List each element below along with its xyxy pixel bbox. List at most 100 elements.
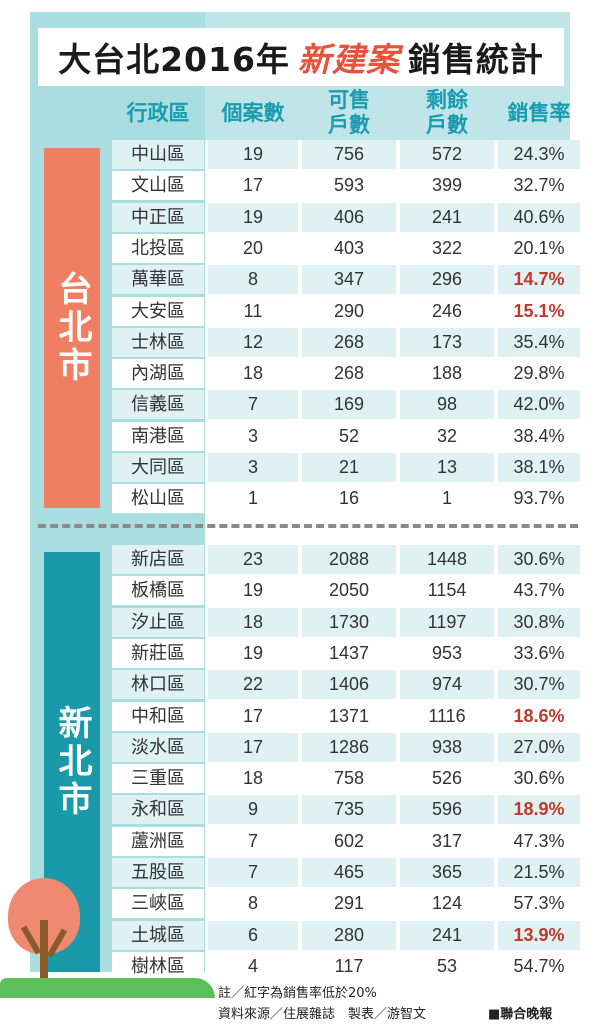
remaining-cell: 188 — [400, 359, 494, 389]
table-row: 林口區 22 1406 974 30.7% — [112, 670, 580, 701]
table-row: 信義區 7 169 98 42.0% — [112, 390, 580, 421]
rate-cell: 32.7% — [498, 171, 580, 201]
header-district: 行政區 — [126, 100, 190, 125]
remaining-cell: 1448 — [400, 545, 494, 574]
rate-cell: 35.4% — [498, 327, 580, 357]
district-cell: 五股區 — [112, 858, 204, 887]
table-row: 三峽區 8 291 124 57.3% — [112, 889, 580, 920]
count-cell: 1 — [208, 484, 298, 514]
table-row: 南港區 3 52 32 38.4% — [112, 421, 580, 453]
units-cell: 403 — [302, 233, 396, 263]
district-cell: 樹林區 — [112, 951, 204, 981]
header-units-line1: 可售 — [328, 88, 370, 112]
count-cell: 22 — [208, 670, 298, 700]
district-cell: 萬華區 — [112, 265, 204, 295]
count-cell: 18 — [208, 607, 298, 637]
remaining-cell: 938 — [400, 732, 494, 762]
count-cell: 18 — [208, 764, 298, 794]
remaining-cell: 246 — [400, 296, 494, 326]
district-cell: 南港區 — [112, 421, 204, 451]
count-cell: 11 — [208, 296, 298, 326]
units-cell: 268 — [302, 359, 396, 389]
count-cell: 17 — [208, 701, 298, 731]
units-cell: 735 — [302, 795, 396, 825]
district-cell: 信義區 — [112, 390, 204, 420]
header-left: 剩餘 戶數 — [400, 88, 494, 138]
units-cell: 758 — [302, 764, 396, 794]
count-cell: 12 — [208, 327, 298, 357]
count-cell: 23 — [208, 545, 298, 574]
district-cell: 中和區 — [112, 701, 204, 731]
count-cell: 3 — [208, 421, 298, 451]
header-units: 可售 戶數 — [302, 88, 396, 138]
count-cell: 19 — [208, 140, 298, 169]
units-cell: 1286 — [302, 732, 396, 762]
table-row: 五股區 7 465 365 21.5% — [112, 858, 580, 889]
district-cell: 土城區 — [112, 920, 204, 950]
remaining-cell: 526 — [400, 764, 494, 794]
count-cell: 20 — [208, 233, 298, 263]
table-row: 內湖區 18 268 188 29.8% — [112, 359, 580, 390]
table-row: 北投區 20 403 322 20.1% — [112, 233, 580, 265]
count-cell: 7 — [208, 826, 298, 856]
rate-cell: 21.5% — [498, 858, 580, 887]
chart-title: 大台北2016年 新建案 銷售統計 — [38, 28, 564, 86]
remaining-cell: 974 — [400, 670, 494, 700]
remaining-cell: 1197 — [400, 607, 494, 637]
units-cell: 347 — [302, 265, 396, 295]
units-cell: 1406 — [302, 670, 396, 700]
remaining-cell: 596 — [400, 795, 494, 825]
units-cell: 290 — [302, 296, 396, 326]
units-cell: 52 — [302, 421, 396, 451]
units-cell: 465 — [302, 858, 396, 887]
table-row: 中山區 19 756 572 24.3% — [112, 140, 580, 171]
table-row: 板橋區 19 2050 1154 43.7% — [112, 576, 580, 607]
district-cell: 中正區 — [112, 202, 204, 232]
publisher-label: ■聯合晚報 — [488, 1007, 553, 1022]
count-cell: 19 — [208, 202, 298, 232]
rate-cell: 33.6% — [498, 638, 580, 668]
title-before: 大台北2016年 — [58, 40, 290, 79]
remaining-cell: 365 — [400, 858, 494, 887]
remaining-cell: 1 — [400, 484, 494, 514]
count-cell: 7 — [208, 858, 298, 887]
remaining-cell: 241 — [400, 920, 494, 950]
district-cell: 松山區 — [112, 484, 204, 514]
units-cell: 602 — [302, 826, 396, 856]
district-cell: 永和區 — [112, 795, 204, 825]
district-cell: 新莊區 — [112, 638, 204, 668]
remaining-cell: 32 — [400, 421, 494, 451]
city-label-taipei: 台北市 — [44, 148, 100, 508]
units-cell: 1730 — [302, 607, 396, 637]
table-row: 中正區 19 406 241 40.6% — [112, 202, 580, 234]
rate-cell: 30.6% — [498, 545, 580, 574]
remaining-cell: 13 — [400, 453, 494, 482]
remaining-cell: 241 — [400, 202, 494, 232]
count-cell: 8 — [208, 889, 298, 919]
count-cell: 18 — [208, 359, 298, 389]
district-cell: 林口區 — [112, 670, 204, 700]
table-row: 新店區 23 2088 1448 30.6% — [112, 545, 580, 576]
count-cell: 7 — [208, 390, 298, 420]
remaining-cell: 98 — [400, 390, 494, 420]
rate-cell: 18.6% — [498, 701, 580, 731]
units-cell: 1371 — [302, 701, 396, 731]
table-row: 萬華區 8 347 296 14.7% — [112, 265, 580, 296]
count-cell: 9 — [208, 795, 298, 825]
remaining-cell: 296 — [400, 265, 494, 295]
rate-cell: 93.7% — [498, 484, 580, 514]
header-left-line2: 戶數 — [426, 113, 468, 137]
grass-decoration — [0, 978, 215, 998]
units-cell: 291 — [302, 889, 396, 919]
rate-cell: 13.9% — [498, 920, 580, 950]
remaining-cell: 53 — [400, 951, 494, 981]
district-cell: 士林區 — [112, 327, 204, 357]
district-cell: 新店區 — [112, 545, 204, 574]
title-highlight: 新建案 — [297, 40, 400, 79]
title-after: 銷售統計 — [407, 40, 544, 79]
rate-cell: 43.7% — [498, 576, 580, 606]
units-cell: 756 — [302, 140, 396, 169]
count-cell: 6 — [208, 920, 298, 950]
remaining-cell: 173 — [400, 327, 494, 357]
